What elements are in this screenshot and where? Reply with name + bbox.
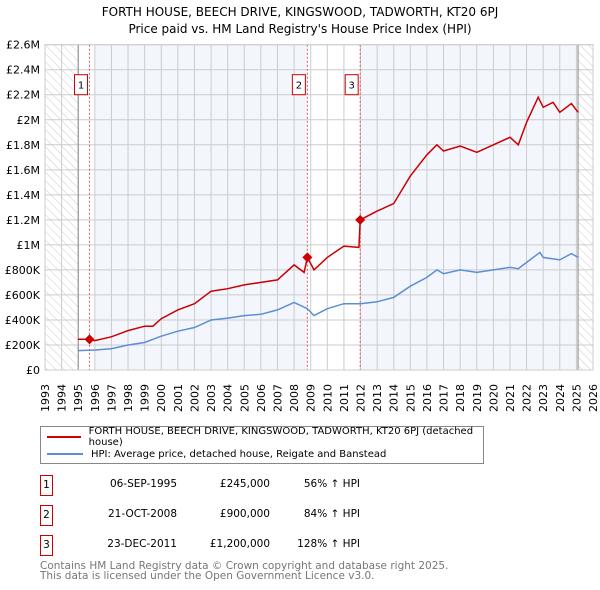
chart-title: FORTH HOUSE, BEECH DRIVE, KINGSWOOD, TAD… [0,4,600,38]
sale-label-box [74,74,89,96]
x-tick-label: 2015 [404,384,417,412]
legend-label: FORTH HOUSE, BEECH DRIVE, KINGSWOOD, TAD… [88,426,474,448]
plot-border [44,44,594,371]
legend: FORTH HOUSE, BEECH DRIVE, KINGSWOOD, TAD… [40,426,484,464]
x-tick-label: 2019 [471,384,484,412]
x-tick-label: 2026 [587,384,600,412]
sale-label: 2 [296,81,302,92]
x-tick-label: 1999 [139,384,152,412]
x-tick-label: 2020 [487,384,500,412]
red-line-swatch [47,436,81,438]
x-tick-label: 2014 [388,384,401,412]
y-tick-label: £1.2M [6,214,40,227]
sale-label-box [344,74,359,96]
y-tick-label: £1.4M [6,189,40,202]
sale-point [84,334,95,345]
blue-line-swatch [47,453,83,455]
sale-label-box [291,74,306,96]
shaded-band [94,44,308,370]
x-tick-label: 2017 [438,384,451,412]
x-tick-label: 2010 [321,384,334,412]
x-tick-label: 1996 [89,384,102,412]
x-tick-label: 2007 [271,384,284,412]
x-tick-label: 1995 [72,384,85,412]
sale-label: 1 [78,81,84,92]
title-line-2: Price paid vs. HM Land Registry's House … [128,22,472,36]
x-tick-label: 2006 [255,384,268,412]
x-tick-label: 1997 [105,384,118,412]
x-tick-label: 2001 [172,384,185,412]
transaction-number: 2 [40,505,53,526]
y-tick-label: £2.6M [6,39,40,52]
y-tick-label: £1M [17,239,41,252]
transaction-number: 3 [40,535,53,556]
y-tick-label: £800K [5,264,41,277]
y-tick-label: £1.8M [6,139,40,152]
transaction-price: £1,200,000 [209,538,270,550]
x-tick-label: 2018 [454,384,467,412]
no-data-hatch-right [578,44,593,370]
x-tick-label: 2013 [371,384,384,412]
x-tick-label: 2025 [570,384,583,412]
x-tick-label: 2003 [205,384,218,412]
hpi-series-line [78,251,579,352]
transaction-hpi-change: 84% ↑ HPI [303,508,360,520]
transaction-number: 1 [40,475,53,496]
x-tick-label: 1994 [56,384,69,412]
property-series-line [78,95,579,342]
footer: Contains HM Land Registry data © Crown c… [40,560,449,582]
x-tick-label: 1993 [39,384,52,412]
x-tick-label: 2012 [355,384,368,412]
y-tick-label: £1.6M [6,164,40,177]
transaction-hpi-change: 56% ↑ HPI [303,478,360,490]
x-tick-label: 2011 [338,384,351,412]
y-tick-label: £2.2M [6,89,40,102]
y-tick-label: £0 [26,364,40,377]
x-tick-label: 2000 [155,384,168,412]
sale-point [355,214,366,225]
x-tick-label: 1998 [122,384,135,412]
transaction-price: £900,000 [219,508,270,520]
transaction-date: 21-OCT-2008 [108,508,177,520]
title-line-1: FORTH HOUSE, BEECH DRIVE, KINGSWOOD, TAD… [101,5,499,19]
legend-label: HPI: Average price, detached house, Reig… [91,448,387,460]
x-tick-label: 2023 [537,384,550,412]
x-tick-label: 2004 [222,384,235,412]
x-tick-label: 2002 [188,384,201,412]
sale-point [302,252,313,263]
transaction-date: 06-SEP-1995 [109,478,177,490]
sale-label: 3 [348,81,354,92]
x-tick-label: 2005 [238,384,251,412]
transaction-hpi-change: 128% ↑ HPI [297,538,360,550]
y-tick-label: £600K [5,289,41,302]
transaction-price: £245,000 [219,478,270,490]
y-tick-label: £200K [5,339,41,352]
y-tick-label: £2.4M [6,64,40,77]
y-tick-label: £2M [17,114,41,127]
footer-copyright: Contains HM Land Registry data © Crown c… [40,560,449,572]
x-tick-label: 2021 [504,384,517,412]
shaded-band [360,44,579,370]
x-tick-label: 2022 [521,384,534,412]
transaction-date: 23-DEC-2011 [107,538,177,550]
y-tick-label: £400K [5,314,41,327]
price-chart: 1993 1994 1995 1996 1997 1998 1999 2000 2001 2002… [5,39,600,412]
x-tick-label: 2009 [305,384,318,412]
legend-item-hpi: HPI: Average price, detached house, Reig… [47,446,386,462]
footer-licence: This data is licensed under the Open Gov… [40,570,375,582]
x-tick-label: 2016 [421,384,434,412]
legend-item-property: FORTH HOUSE, BEECH DRIVE, KINGSWOOD, TAD… [47,426,483,448]
x-tick-label: 2024 [554,384,567,412]
x-tick-label: 2008 [288,384,301,412]
